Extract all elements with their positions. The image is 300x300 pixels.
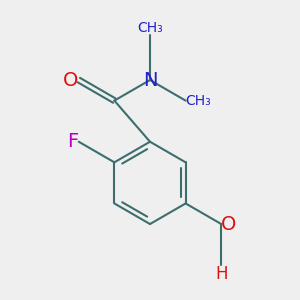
Text: H: H	[215, 265, 227, 283]
Text: O: O	[221, 214, 237, 233]
Text: F: F	[68, 132, 79, 151]
Text: CH₃: CH₃	[137, 21, 163, 35]
Text: N: N	[143, 70, 157, 89]
Text: CH₃: CH₃	[186, 94, 211, 108]
Text: O: O	[63, 70, 79, 89]
